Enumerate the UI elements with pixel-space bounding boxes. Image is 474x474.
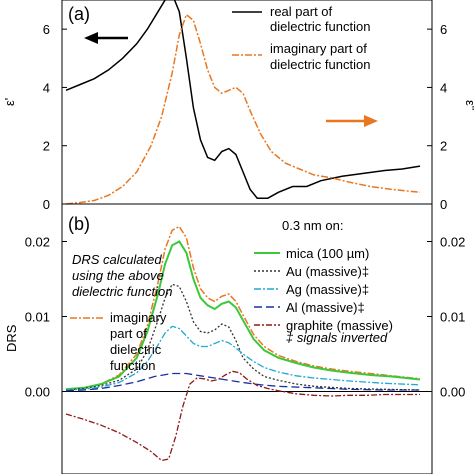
panel-b-note-2: using the above (72, 268, 164, 283)
a-series-imaginary (65, 13, 421, 205)
left-axis-arrow (84, 32, 128, 44)
legend-mica-label: mica (100 µm) (286, 246, 369, 261)
panel-a-ylabel-left: ε' (2, 98, 17, 106)
legend-graphite-label: graphite (massive) (286, 318, 393, 333)
panel-a-lines (65, 0, 421, 205)
panel-b-footnote: ‡ signals inverted (286, 330, 388, 345)
legend-a-real-label-1: real part of (270, 4, 333, 19)
b-left-tick-label: 0.01 (25, 310, 50, 325)
panel-b-note-3: dielectric function (72, 284, 172, 299)
b-right-tick-label: 0.00 (440, 385, 465, 400)
panel-b-legend: mica (100 µm) Au (massive)‡ Ag (massive)‡ A… (254, 246, 393, 333)
panel-b-frame (61, 203, 433, 474)
panel-a-legend: real part of dielectric function imagina… (232, 4, 370, 72)
a-series-real (65, 0, 421, 199)
legend-al-label: Al (massive)‡ (286, 300, 365, 315)
legend-graphite: graphite (massive) (254, 318, 393, 333)
a-right-tick-label: 4 (440, 80, 447, 95)
panel-b-title: 0.3 nm on: (282, 218, 343, 233)
panel-b-ref-3: dielectric (110, 342, 162, 357)
a-left-tick-label: 2 (43, 139, 50, 154)
b-series-graphite (65, 370, 420, 462)
b-left-tick-label: 0.02 (25, 235, 50, 250)
legend-a-imag-label-2: dielectric function (270, 57, 370, 72)
legend-a-imag-label-1: imaginary part of (270, 41, 367, 56)
b-series-mica (65, 240, 421, 391)
legend-al: Al (massive)‡ (254, 300, 365, 315)
b-series-imaginary-reference (65, 225, 421, 391)
a-right-tick-label: 2 (440, 139, 447, 154)
panel-b-ticks: 0.00 0.00 0.01 0.01 0.02 0.02 (25, 235, 466, 400)
panel-a-ylabel-right: ε" (463, 100, 474, 111)
b-series-ag (65, 325, 421, 391)
panel-b-ref-1: imaginary (110, 310, 167, 325)
panel-b-letter: (b) (68, 214, 90, 234)
panel-a-letter: (a) (68, 4, 90, 24)
a-right-tick-label: 6 (440, 22, 447, 37)
legend-au-label: Au (massive)‡ (286, 264, 369, 279)
panel-b-lines (65, 225, 421, 462)
right-axis-arrow (326, 115, 378, 127)
a-left-tick-label: 4 (43, 80, 50, 95)
legend-mica: mica (100 µm) (254, 246, 369, 261)
panel-b: (b) 0.00 0.00 0.01 0.01 0.02 0.02 DRS 0.3 nm … (4, 203, 466, 474)
a-left-tick-label: 0 (43, 197, 50, 212)
panel-b-note-1: DRS calculated (72, 252, 162, 267)
b-series-al (65, 372, 420, 392)
b-left-tick-label: 0.00 (25, 385, 50, 400)
b-right-tick-label: 0.01 (440, 310, 465, 325)
legend-au: Au (massive)‡ (254, 264, 369, 279)
a-right-tick-label: 0 (440, 197, 447, 212)
panel-a-ticks: 0 0 2 2 4 4 6 6 (43, 22, 447, 212)
panel-b-ylabel: DRS (4, 324, 19, 352)
legend-a-real-label-2: dielectric function (270, 19, 370, 34)
legend-ag-label: Ag (massive)‡ (286, 282, 369, 297)
b-series-au (65, 283, 421, 391)
legend-ag: Ag (massive)‡ (254, 282, 369, 297)
a-left-tick-label: 6 (43, 22, 50, 37)
panel-a: (a) 0 0 2 2 4 4 6 6 ε' ε" real part of dielectr… (2, 0, 474, 212)
panel-b-ref-2: part of (110, 326, 147, 341)
panel-b-ref-4: function (110, 358, 156, 373)
b-right-tick-label: 0.02 (440, 235, 465, 250)
